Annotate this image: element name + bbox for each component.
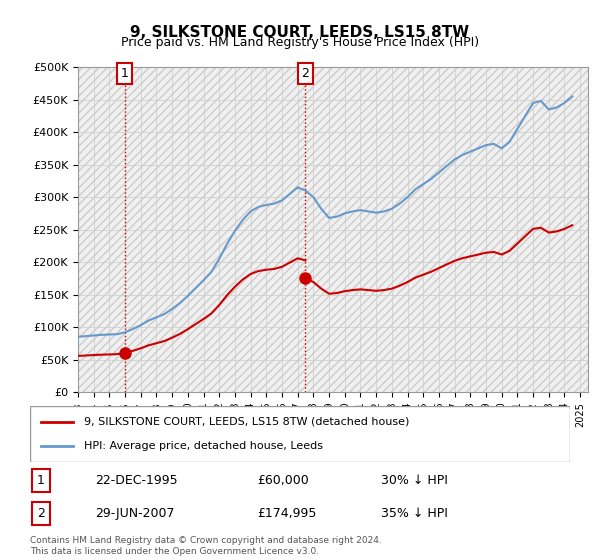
Text: 1: 1 bbox=[37, 474, 45, 487]
Text: 2: 2 bbox=[301, 67, 310, 80]
Text: £60,000: £60,000 bbox=[257, 474, 308, 487]
Text: 22-DEC-1995: 22-DEC-1995 bbox=[95, 474, 178, 487]
Text: 30% ↓ HPI: 30% ↓ HPI bbox=[381, 474, 448, 487]
Text: Contains HM Land Registry data © Crown copyright and database right 2024.
This d: Contains HM Land Registry data © Crown c… bbox=[30, 536, 382, 556]
Text: £174,995: £174,995 bbox=[257, 507, 316, 520]
FancyBboxPatch shape bbox=[30, 406, 570, 462]
Text: 9, SILKSTONE COURT, LEEDS, LS15 8TW (detached house): 9, SILKSTONE COURT, LEEDS, LS15 8TW (det… bbox=[84, 417, 409, 427]
Text: 1: 1 bbox=[121, 67, 128, 80]
Text: Price paid vs. HM Land Registry's House Price Index (HPI): Price paid vs. HM Land Registry's House … bbox=[121, 36, 479, 49]
Text: 35% ↓ HPI: 35% ↓ HPI bbox=[381, 507, 448, 520]
Text: 29-JUN-2007: 29-JUN-2007 bbox=[95, 507, 175, 520]
Text: 9, SILKSTONE COURT, LEEDS, LS15 8TW: 9, SILKSTONE COURT, LEEDS, LS15 8TW bbox=[130, 25, 470, 40]
Text: 2: 2 bbox=[37, 507, 45, 520]
Text: HPI: Average price, detached house, Leeds: HPI: Average price, detached house, Leed… bbox=[84, 441, 323, 451]
